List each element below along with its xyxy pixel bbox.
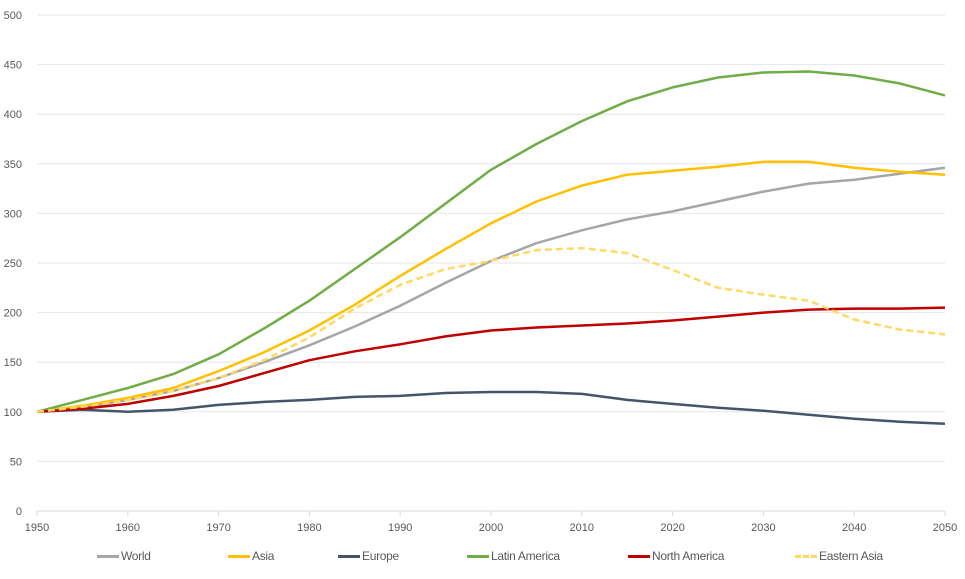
legend-swatch	[467, 554, 489, 558]
x-tick-label: 2020	[660, 522, 684, 534]
x-axis: 1950 1960 1970 1980 1990 2000 2010 2020 2030 2040…	[25, 510, 957, 534]
gridlines	[37, 14, 945, 462]
x-tick-label: 2040	[842, 522, 866, 534]
legend-swatch	[97, 554, 119, 558]
y-tick-label: 0	[16, 506, 22, 518]
series-line-eastern-asia	[36, 246, 946, 414]
legend-label: Latin America	[491, 549, 560, 563]
legend-item: Europe	[338, 549, 399, 563]
x-tick-label: 2000	[479, 522, 503, 534]
legend-label: North America	[652, 549, 725, 563]
series-line-world	[36, 166, 946, 414]
x-tick-label: 1970	[206, 522, 230, 534]
x-tick-label: 2030	[751, 522, 775, 534]
series-line-latin-america	[36, 70, 946, 414]
series-line-north-america	[36, 306, 946, 414]
y-tick-label: 100	[4, 407, 22, 419]
y-axis: 0 50 100 150 200 250 300 350 400 450 500	[4, 10, 22, 518]
series-line-asia	[36, 160, 946, 414]
x-tick-label: 1980	[297, 522, 321, 534]
legend-label: Europe	[362, 549, 399, 563]
legend-swatch	[338, 554, 360, 558]
legend-swatch	[228, 554, 250, 558]
y-tick-label: 500	[4, 10, 22, 22]
legend: World Asia Europe Latin America North Americ…	[0, 549, 965, 569]
legend-label: Eastern Asia	[819, 549, 883, 563]
x-tick-label: 1960	[116, 522, 140, 534]
y-tick-label: 250	[4, 258, 22, 270]
legend-item: Eastern Asia	[795, 549, 883, 563]
y-tick-label: 200	[4, 308, 22, 320]
legend-label: Asia	[252, 549, 275, 563]
legend-label: World	[121, 549, 151, 563]
legend-item: North America	[628, 549, 724, 563]
legend-item: Asia	[228, 549, 274, 563]
y-tick-label: 400	[4, 109, 22, 121]
series-lines	[36, 70, 946, 425]
y-tick-label: 150	[4, 357, 22, 369]
y-tick-label: 50	[10, 456, 22, 468]
legend-item: World	[97, 549, 151, 563]
x-tick-label: 2010	[570, 522, 594, 534]
x-tick-label: 1990	[388, 522, 412, 534]
series-line-europe	[36, 390, 946, 425]
legend-swatch	[628, 554, 650, 558]
y-tick-label: 300	[4, 208, 22, 220]
y-tick-label: 350	[4, 159, 22, 171]
legend-item: Latin America	[467, 549, 560, 563]
legend-swatch	[795, 554, 817, 558]
x-tick-label: 2050	[933, 522, 957, 534]
x-tick-label: 1950	[25, 522, 49, 534]
y-tick-label: 450	[4, 60, 22, 72]
